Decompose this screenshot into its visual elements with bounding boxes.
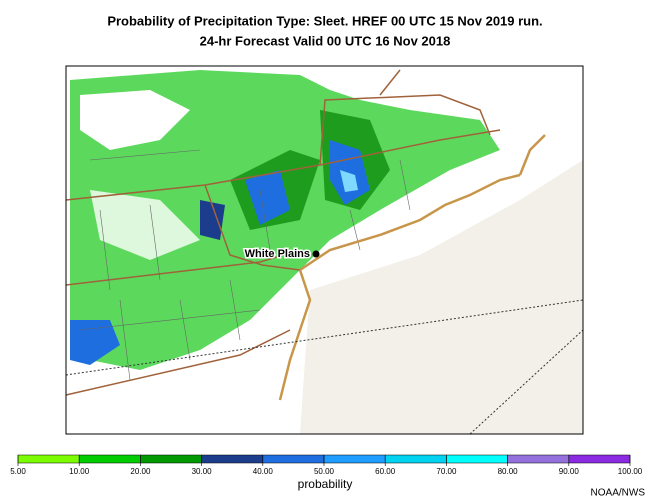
ocean <box>300 160 583 434</box>
color-bin <box>140 454 202 464</box>
tick-label: 10.00 <box>69 467 90 476</box>
colorbar-label: probability <box>298 477 353 491</box>
color-bin <box>78 454 141 464</box>
county-lines <box>79 149 411 381</box>
tick-label: 40.00 <box>253 467 274 476</box>
tick-label: 90.00 <box>559 467 580 476</box>
tick-label: 5.00 <box>10 467 26 476</box>
color-bin <box>568 454 631 464</box>
boundary-lines <box>65 299 584 435</box>
tick-label: 60.00 <box>375 467 396 476</box>
title-line: Probability of Precipitation Type: Sleet… <box>107 13 542 28</box>
coastline <box>278 134 546 401</box>
color-bin <box>507 454 570 464</box>
colorbar: 5.00 10.00 20.00 30.00 40.00 50.00 60.00 70.00 8… <box>10 454 643 476</box>
map: White Plains <box>65 65 584 435</box>
map-frame <box>65 65 584 435</box>
color-bin <box>446 454 508 464</box>
tick-label: 70.00 <box>436 467 457 476</box>
tick-label: 50.00 <box>314 467 335 476</box>
place-marker <box>312 250 320 258</box>
color-bin <box>201 454 264 464</box>
precip-areas <box>70 70 500 370</box>
place-label: White Plains <box>245 248 310 260</box>
tick-label: 80.00 <box>498 467 519 476</box>
color-bin <box>17 454 80 464</box>
credit: NOAA/NWS <box>591 488 646 499</box>
title-line: 24-hr Forecast Valid 00 UTC 16 Nov 2018 <box>200 33 451 48</box>
color-bin <box>323 454 386 464</box>
color-bin <box>384 454 447 464</box>
tick-label: 100.00 <box>618 467 643 476</box>
color-bin <box>262 454 325 464</box>
tick-label: 30.00 <box>192 467 213 476</box>
tick-label: 20.00 <box>130 467 151 476</box>
state-borders <box>65 69 501 396</box>
